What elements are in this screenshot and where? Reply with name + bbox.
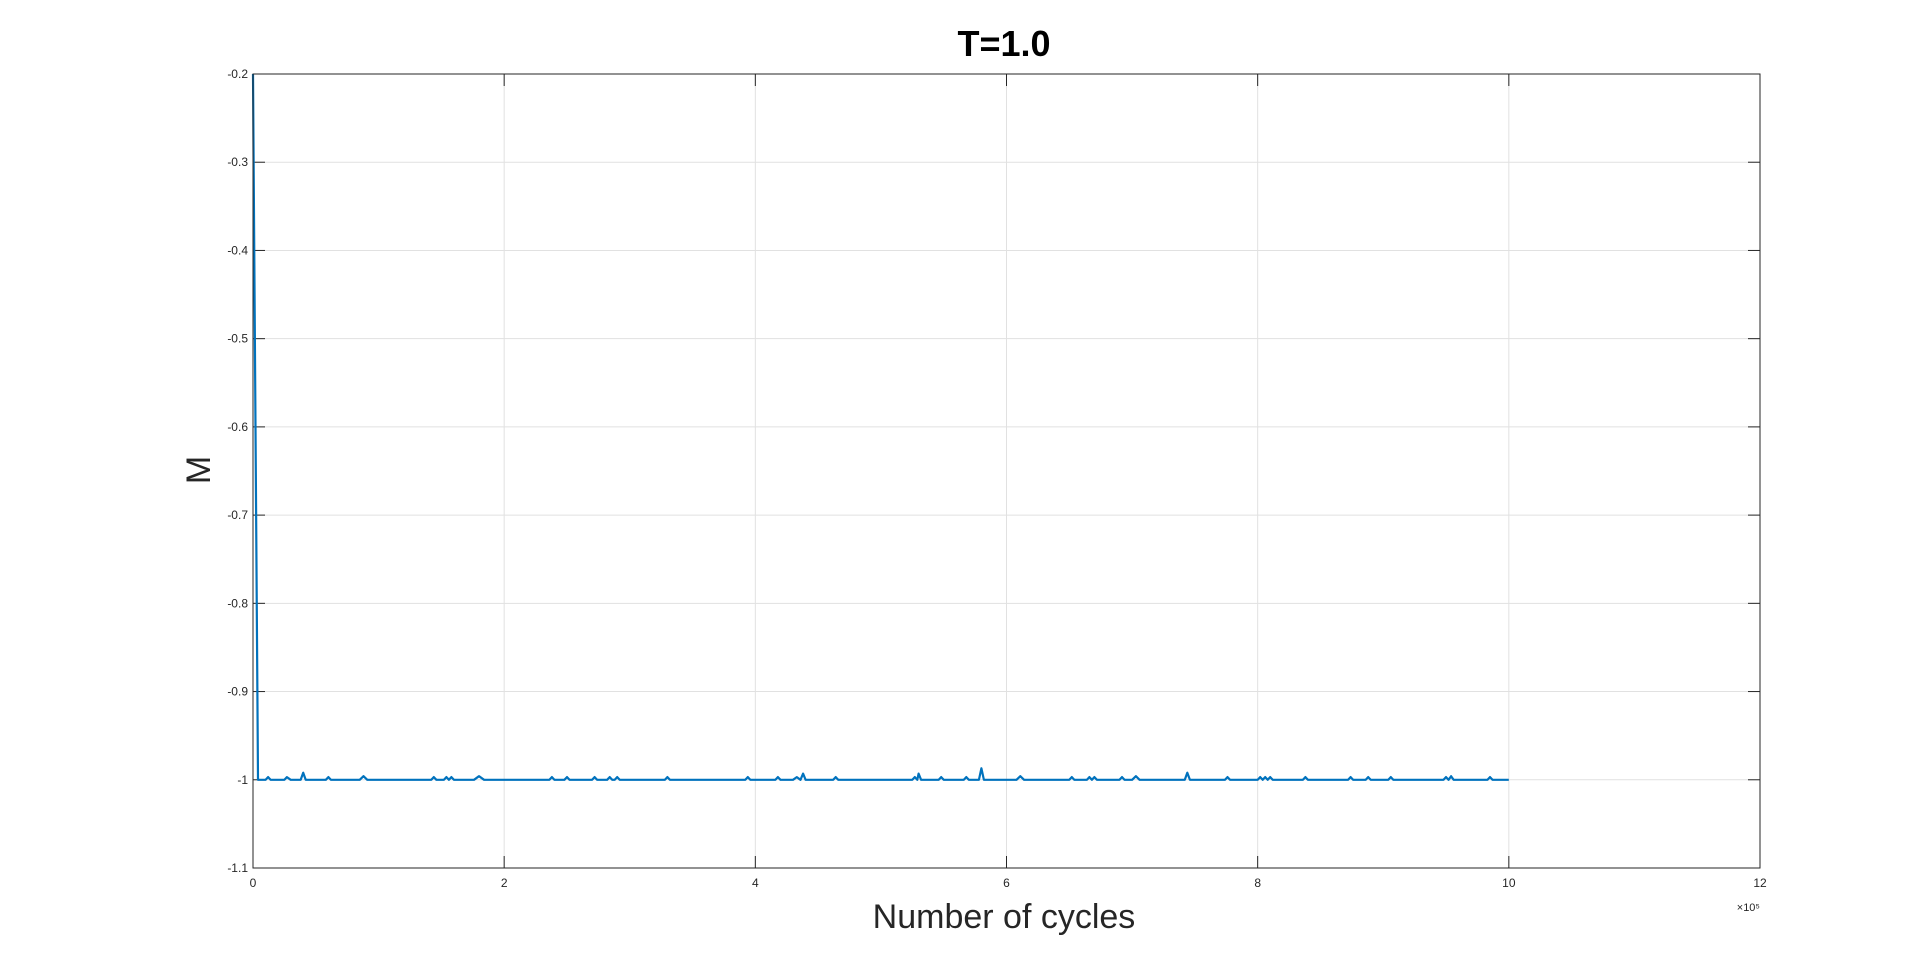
y-tick-label: -0.9: [227, 685, 248, 699]
y-tick-label: -1.1: [227, 861, 248, 875]
y-tick-label: -0.7: [227, 508, 248, 522]
y-tick-label: -0.5: [227, 332, 248, 346]
y-tick-label: -0.6: [227, 420, 248, 434]
y-tick-label: -0.8: [227, 596, 248, 610]
x-tick-label: 0: [250, 876, 257, 890]
series-line: [251, 73, 1509, 781]
x-axis-label: Number of cycles: [873, 898, 1136, 936]
y-tick-label: -0.3: [227, 155, 248, 169]
plot-frame: [252, 73, 1761, 869]
tick-labels: 0 2 4 6 8 10 12 -0.2 -0.3 -0.4 -0.5 -0.6 -0.7 -0.8 -0.…: [227, 67, 1767, 890]
x-tick-label: 4: [752, 876, 759, 890]
series-group: [251, 73, 1509, 781]
x-tick-label: 12: [1753, 876, 1767, 890]
x-exponent-label: ×10⁵: [1737, 902, 1760, 914]
y-tick-label: -0.2: [227, 67, 248, 81]
grid: [252, 73, 1761, 869]
y-tick-label: -1: [237, 773, 248, 787]
x-tick-label: 2: [501, 876, 508, 890]
x-tick-label: 10: [1502, 876, 1516, 890]
y-tick-label: -0.4: [227, 243, 248, 257]
y-axis-label: M: [180, 456, 218, 484]
x-tick-label: 6: [1003, 876, 1010, 890]
chart-title: T=1.0: [957, 23, 1050, 64]
x-tick-label: 8: [1254, 876, 1261, 890]
